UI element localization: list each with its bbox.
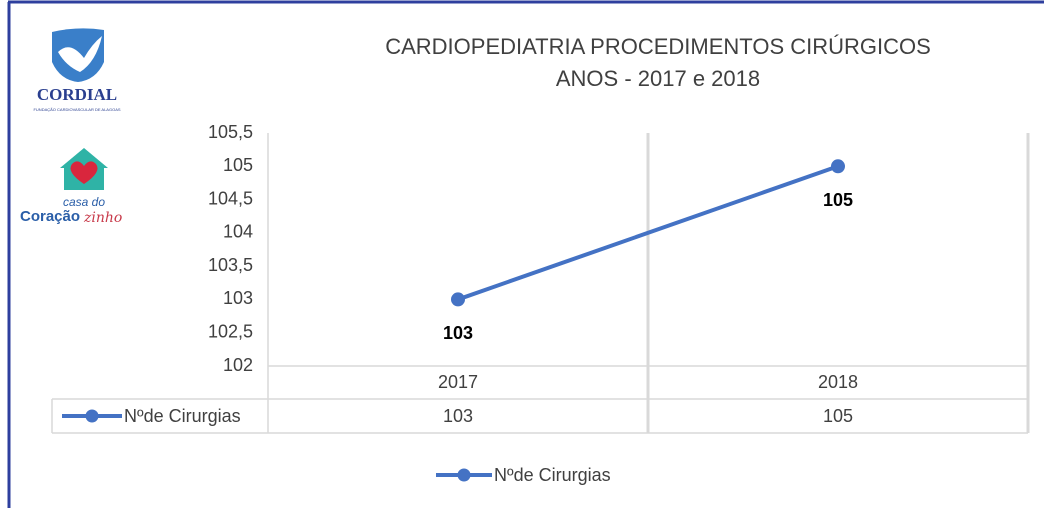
- table-series-name: Nºde Cirurgias: [124, 406, 241, 426]
- y-tick-label: 103: [223, 288, 253, 308]
- data-label: 103: [443, 323, 473, 343]
- data-label: 105: [823, 190, 853, 210]
- chart-subtitle: ANOS - 2017 e 2018: [556, 66, 760, 91]
- y-tick-label: 105,5: [208, 122, 253, 142]
- legend-label: Nºde Cirurgias: [494, 465, 611, 485]
- logo-heart: [58, 36, 102, 72]
- logo-text: CORDIAL: [37, 85, 117, 104]
- table-value: 103: [443, 406, 473, 426]
- legend-marker: [85, 409, 99, 423]
- cordial-logo: CORDIAL FUNDAÇÃO CARDIOVASCULAR DE ALAGO…: [33, 28, 121, 112]
- y-tick-label: 104: [223, 222, 253, 242]
- point: [451, 292, 465, 307]
- chart-title: CARDIOPEDIATRIA PROCEDIMENTOS CIRÚRGICOS: [385, 34, 931, 59]
- point: [831, 159, 845, 174]
- table-lines: [51, 133, 1030, 434]
- x-tick-label: 2018: [818, 372, 858, 392]
- legend-marker: [457, 468, 471, 482]
- y-tick-label: 102,5: [208, 321, 253, 341]
- logo-casa: casa do: [63, 195, 105, 209]
- table-value: 105: [823, 406, 853, 426]
- logo-zinho: zinho: [83, 210, 122, 226]
- series-line: [457, 164, 839, 302]
- y-tick-label: 104,5: [208, 188, 253, 208]
- logo-tagline: FUNDAÇÃO CARDIOVASCULAR DE ALAGOAS: [33, 107, 120, 112]
- y-tick-label: 105: [223, 155, 253, 175]
- x-tick-label: 2017: [438, 372, 478, 392]
- y-tick-label: 102: [223, 355, 253, 375]
- logo-heart: [70, 161, 98, 184]
- casa-logo: casa do Coração zinho: [20, 148, 122, 226]
- y-tick-label: 103,5: [208, 255, 253, 275]
- logo-coracao: Coração: [20, 208, 80, 225]
